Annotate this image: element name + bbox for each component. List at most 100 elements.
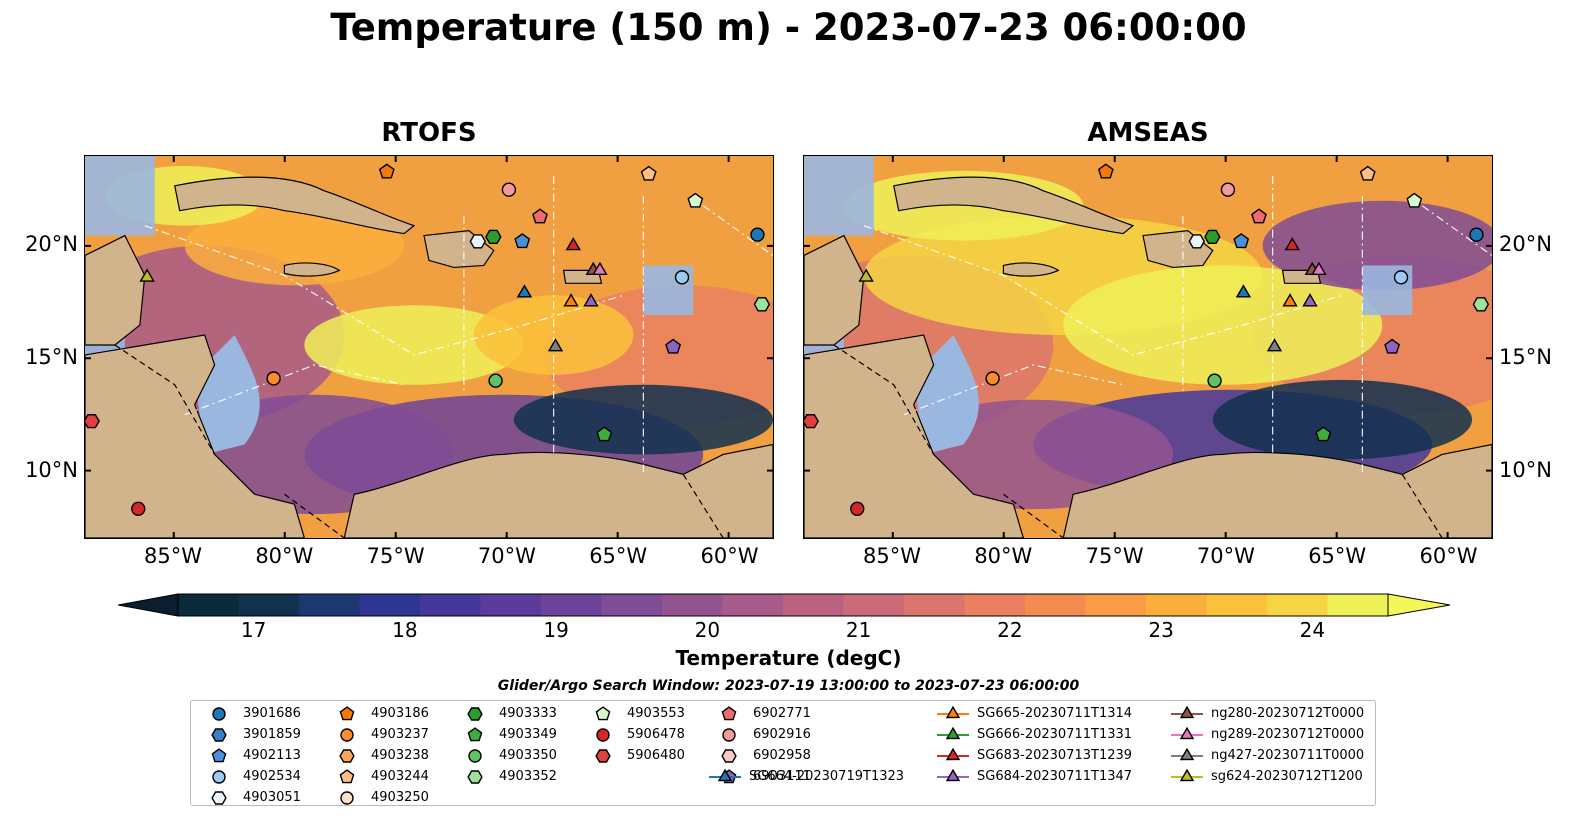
temperature-field [304, 305, 524, 385]
legend-label: ng280-20230712T0000 [1211, 705, 1365, 721]
marker-ng427-20230711T0000 [547, 338, 564, 352]
temperature-field [473, 295, 634, 375]
marker-6902916 [1220, 182, 1236, 197]
legend-marker [339, 769, 355, 784]
legend-marker-icon [595, 706, 611, 721]
legend-item: 4902113 [201, 747, 301, 763]
colorbar-segment [1327, 594, 1389, 616]
legend-marker [211, 728, 227, 742]
legend-item: 4902534 [201, 768, 301, 784]
legend-marker-icon [595, 749, 611, 763]
colorbar-segment [1267, 594, 1328, 616]
land [283, 262, 341, 277]
legend-marker [945, 705, 961, 719]
marker-4903051 [469, 234, 487, 249]
legend-marker [596, 728, 610, 742]
legend-item: 4903051 [201, 789, 301, 805]
legend-marker [211, 748, 227, 763]
lon-tick-label-rtofs: 80°W [255, 544, 314, 568]
legend-marker [340, 728, 354, 742]
marker-4903352 [1472, 297, 1490, 312]
legend-label: 4903186 [371, 705, 429, 721]
legend-marker-icon [937, 705, 969, 719]
lat-tick-label-right: 20°N [1499, 232, 1552, 257]
legend-label: SG683-20230713T1239 [977, 747, 1133, 763]
country-border [1003, 493, 1064, 538]
legend-marker-icon [722, 728, 736, 742]
legend-item: 4903186 [329, 705, 429, 721]
legend-item: 4903238 [329, 747, 429, 763]
rtofs-panel-title: RTOFS [381, 118, 477, 148]
legend-item: SG664-20230719T1323 [707, 768, 904, 784]
temperature-field [184, 205, 405, 286]
legend-label: 4903553 [627, 705, 685, 721]
legend-marker-icon [467, 727, 483, 742]
lon-tick-label-amseas: 75°W [1085, 544, 1144, 568]
temperature-field [1063, 265, 1383, 385]
legend-label: 4903250 [371, 789, 429, 805]
marker-6902771 [1251, 208, 1267, 224]
land [804, 234, 865, 346]
lat-tick-label-left: 10°N [25, 458, 78, 483]
marker-4902534 [1393, 270, 1409, 285]
legend-marker [717, 768, 733, 782]
marker-SG683-20230713T1239 [1284, 237, 1300, 251]
legend-item: 4903349 [457, 726, 557, 742]
colorbar-tick-label: 18 [392, 618, 418, 642]
land [1002, 262, 1060, 277]
colorbar-segment [299, 594, 360, 616]
legend-marker-icon [596, 728, 610, 742]
colorbar-tick-label: 23 [1148, 618, 1174, 642]
marker-SG664-20230719T1323 [516, 284, 533, 298]
marker-4903244 [640, 165, 657, 181]
legend-marker [340, 791, 354, 805]
marker-3901686 [1469, 227, 1484, 242]
marker-ng427-20230711T0000 [1266, 338, 1283, 352]
legend-label: 6902771 [753, 705, 811, 721]
marker-5906480 [85, 414, 100, 429]
amseas-panel-title: AMSEAS [1087, 118, 1209, 148]
shallow-water [85, 156, 155, 236]
legend-item: SG665-20230711T1314 [935, 705, 1132, 721]
legend-label: 6902958 [753, 747, 811, 763]
lon-tick-label-rtofs: 65°W [589, 544, 648, 568]
marker-6902771 [532, 208, 548, 224]
country-border [114, 344, 216, 455]
colorbar-segment [601, 594, 663, 616]
search-window-text: Glider/Argo Search Window: 2023-07-19 13… [497, 678, 1080, 694]
marker-5906480 [804, 414, 819, 429]
colorbar-extend-max [1387, 593, 1451, 617]
legend-label: ng289-20230712T0000 [1211, 726, 1365, 742]
legend-marker [945, 726, 961, 740]
marker-4903186 [1097, 163, 1114, 179]
eez-boundary [863, 225, 1343, 356]
legend-marker-icon [721, 706, 737, 721]
lon-tick-label-rtofs: 60°W [700, 544, 759, 568]
colorbar-segment [722, 594, 784, 616]
legend-label: 4902113 [243, 747, 301, 763]
shallow-water [804, 156, 874, 236]
legend-marker [339, 749, 355, 763]
marker-4902113 [1233, 233, 1250, 249]
land [174, 176, 416, 235]
legend-marker-icon [937, 726, 969, 740]
legend-item: 6902771 [711, 705, 811, 721]
legend-marker [595, 749, 611, 763]
lon-tick-label-rtofs: 85°W [144, 544, 203, 568]
marker-4903349 [596, 426, 613, 442]
legend-label: 4903244 [371, 768, 429, 784]
legend-marker [721, 749, 737, 763]
marker-4903349 [1315, 426, 1332, 442]
legend-marker [722, 728, 736, 742]
colorbar-tick-label: 22 [997, 618, 1023, 642]
legend-marker [945, 768, 961, 782]
temperature-field [1212, 379, 1473, 460]
eez-boundary [903, 364, 1124, 416]
legend-marker-icon [340, 728, 354, 742]
legend-label: 4903051 [243, 789, 301, 805]
legend-label: SG666-20230711T1331 [977, 726, 1133, 742]
marker-4903244 [1359, 165, 1376, 181]
legend-marker-icon [467, 707, 483, 721]
colorbar [118, 593, 1451, 617]
lat-tick-label-right: 10°N [1499, 458, 1552, 483]
